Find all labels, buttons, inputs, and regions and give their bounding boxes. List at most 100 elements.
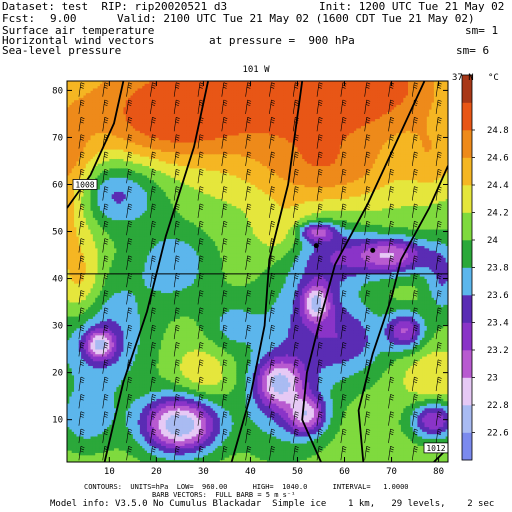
- heatmap-cell: [74, 264, 77, 268]
- heatmap-cell: [83, 457, 87, 461]
- heatmap-cell: [123, 160, 127, 164]
- heatmap-cell: [102, 160, 106, 164]
- heatmap-cell: [85, 337, 89, 341]
- heatmap-cell: [92, 243, 96, 247]
- heatmap-cell: [67, 429, 70, 432]
- heatmap-cell: [121, 318, 124, 322]
- heatmap-cell: [97, 240, 101, 244]
- heatmap-cell: [109, 144, 113, 148]
- heatmap-cell: [102, 163, 106, 167]
- heatmap-cell: [97, 219, 101, 223]
- heatmap-cell: [83, 196, 87, 199]
- heatmap-cell: [109, 356, 113, 359]
- heatmap-cell: [85, 262, 89, 265]
- heatmap-cell: [81, 215, 84, 218]
- heatmap-cell: [92, 231, 96, 235]
- heatmap-cell: [118, 351, 122, 355]
- heatmap-cell: [125, 179, 129, 183]
- heatmap-cell: [78, 386, 82, 390]
- heatmap-cell: [95, 393, 98, 397]
- heatmap-cell: [135, 130, 138, 134]
- heatmap-cell: [69, 247, 73, 251]
- heatmap-cell: [90, 238, 94, 242]
- heatmap-cell: [111, 323, 115, 326]
- heatmap-cell: [114, 342, 117, 345]
- heatmap-cell: [123, 419, 127, 423]
- heatmap-cell: [97, 386, 101, 390]
- heatmap-cell: [111, 196, 115, 199]
- heatmap-cell: [92, 252, 96, 256]
- heatmap-cell: [109, 139, 113, 143]
- heatmap-cell: [102, 306, 106, 310]
- heatmap-cell: [104, 302, 108, 305]
- heatmap-cell: [111, 153, 115, 157]
- heatmap-cell: [69, 215, 73, 218]
- heatmap-cell: [67, 229, 70, 232]
- heatmap-cell: [69, 139, 73, 143]
- heatmap-cell: [97, 83, 101, 87]
- heatmap-cell: [71, 203, 75, 207]
- heatmap-cell: [109, 116, 113, 120]
- heatmap-cell: [114, 323, 117, 326]
- heatmap-cell: [76, 454, 80, 458]
- heatmap-cell: [132, 379, 136, 383]
- heatmap-cell: [118, 85, 122, 89]
- heatmap-cell: [90, 219, 94, 223]
- heatmap-cell: [88, 135, 91, 138]
- heatmap-cell: [135, 379, 138, 383]
- heatmap-cell: [135, 457, 138, 461]
- heatmap-cell: [90, 316, 94, 319]
- heatmap-cell: [88, 422, 91, 425]
- heatmap-cell: [104, 419, 108, 423]
- heatmap-cell: [109, 95, 113, 98]
- heatmap-cell: [85, 367, 89, 371]
- heatmap-cell: [123, 146, 127, 150]
- heatmap-cell: [81, 292, 84, 296]
- heatmap-cell: [99, 330, 103, 334]
- heatmap-cell: [121, 360, 124, 364]
- heatmap-cell: [125, 372, 129, 376]
- heatmap-cell: [106, 351, 110, 355]
- heatmap-cell: [128, 330, 131, 334]
- heatmap-cell: [74, 205, 77, 209]
- heatmap-cell: [118, 135, 122, 138]
- heatmap-cell: [78, 323, 82, 326]
- heatmap-cell: [121, 262, 124, 265]
- heatmap-cell: [85, 245, 89, 249]
- heatmap-cell: [125, 118, 129, 122]
- heatmap-cell: [78, 128, 82, 131]
- heatmap-cell: [104, 231, 108, 235]
- heatmap-cell: [78, 236, 82, 239]
- heatmap-cell: [88, 400, 91, 404]
- heatmap-cell: [111, 250, 115, 254]
- heatmap-cell: [76, 259, 80, 263]
- heatmap-cell: [102, 97, 106, 101]
- heatmap-cell: [88, 396, 91, 399]
- heatmap-cell: [111, 236, 115, 239]
- heatmap-cell: [137, 429, 141, 432]
- heatmap-cell: [116, 330, 120, 334]
- heatmap-cell: [92, 208, 96, 211]
- heatmap-cell: [99, 113, 103, 117]
- heatmap-cell: [102, 379, 106, 383]
- heatmap-cell: [128, 422, 131, 425]
- heatmap-cell: [114, 433, 117, 437]
- heatmap-cell: [95, 389, 98, 392]
- heatmap-cell: [95, 454, 98, 458]
- heatmap-cell: [123, 189, 127, 192]
- heatmap-cell: [83, 243, 87, 247]
- heatmap-cell: [74, 316, 77, 319]
- heatmap-cell: [102, 269, 106, 272]
- heatmap-cell: [92, 424, 96, 428]
- heatmap-cell: [69, 349, 73, 352]
- heatmap-cell: [95, 424, 98, 428]
- heatmap-cell: [123, 422, 127, 425]
- heatmap-cell: [132, 137, 136, 141]
- heatmap-cell: [128, 250, 131, 254]
- heatmap-cell: [97, 120, 101, 124]
- heatmap-cell: [74, 158, 77, 162]
- heatmap-cell: [92, 264, 96, 268]
- heatmap-cell: [135, 377, 138, 381]
- heatmap-cell: [97, 327, 101, 331]
- heatmap-cell: [104, 200, 108, 204]
